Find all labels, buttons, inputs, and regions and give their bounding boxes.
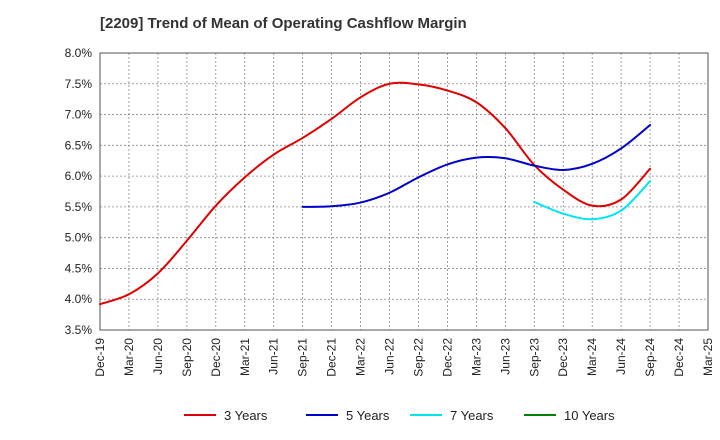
x-tick-label: Dec-21 xyxy=(325,338,339,377)
x-axis: Dec-19 Mar-20 Jun-20 Sep-20 Dec-20 Mar-21 Jun-… xyxy=(93,338,715,377)
y-tick-label: 4.5% xyxy=(65,261,93,275)
x-tick-label: Dec-23 xyxy=(556,338,570,377)
x-tick-label: Mar-24 xyxy=(585,338,599,376)
x-tick-label: Dec-22 xyxy=(440,338,454,377)
plot-frame xyxy=(99,52,709,331)
y-axis: 3.5% 4.0% 4.5% 5.0% 5.5% 6.0% 6.5% 7.0% 7.5% 8.0% xyxy=(65,46,93,337)
x-tick-label: Mar-25 xyxy=(701,338,715,376)
x-tick-label: Dec-24 xyxy=(672,338,686,377)
series-line-5-years xyxy=(301,124,652,208)
y-tick-label: 4.0% xyxy=(65,292,93,306)
y-tick-label: 7.5% xyxy=(65,77,93,91)
x-tick-label: Mar-20 xyxy=(122,338,136,376)
y-tick-label: 5.0% xyxy=(65,231,93,245)
y-tick-label: 7.0% xyxy=(65,108,93,122)
x-tick-label: Mar-23 xyxy=(469,338,483,376)
x-tick-label: Jun-23 xyxy=(498,338,512,375)
x-tick-label: Jun-24 xyxy=(614,338,628,375)
chart-title: [2209] Trend of Mean of Operating Cashfl… xyxy=(100,15,467,32)
x-tick-label: Mar-21 xyxy=(238,338,252,376)
y-tick-label: 8.0% xyxy=(65,46,93,60)
legend-label-7-years: 7 Years xyxy=(450,408,494,423)
legend-label-10-years: 10 Years xyxy=(564,408,615,423)
series-lines xyxy=(99,81,652,306)
x-tick-label: Dec-20 xyxy=(209,338,223,377)
x-tick-label: Sep-21 xyxy=(296,338,310,377)
x-tick-label: Sep-22 xyxy=(411,338,425,377)
series-line-7-years xyxy=(533,180,652,221)
x-tick-label: Dec-19 xyxy=(93,338,107,377)
series-line-3-years xyxy=(99,81,652,306)
y-tick-label: 6.0% xyxy=(65,169,93,183)
y-tick-label: 5.5% xyxy=(65,200,93,214)
legend: 3 Years 5 Years 7 Years 10 Years xyxy=(184,408,615,423)
x-tick-label: Sep-24 xyxy=(643,338,657,377)
legend-label-3-years: 3 Years xyxy=(224,408,268,423)
x-tick-label: Mar-22 xyxy=(354,338,368,376)
x-tick-label: Jun-21 xyxy=(267,338,281,375)
x-tick-label: Jun-20 xyxy=(151,338,165,375)
x-tick-label: Sep-23 xyxy=(527,338,541,377)
legend-label-5-years: 5 Years xyxy=(346,408,390,423)
x-tick-label: Jun-22 xyxy=(383,338,397,375)
y-tick-label: 3.5% xyxy=(65,323,93,337)
x-tick-label: Sep-20 xyxy=(180,338,194,377)
plot-area xyxy=(100,53,708,330)
y-tick-label: 6.5% xyxy=(65,138,93,152)
